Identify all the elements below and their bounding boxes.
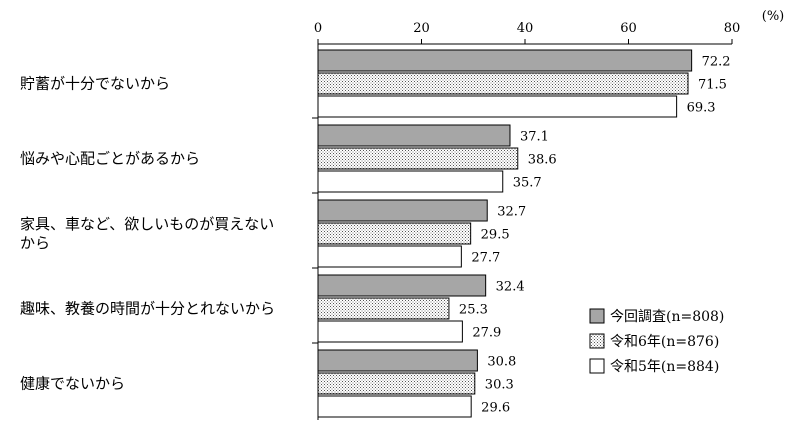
x-tick-label: 60 bbox=[620, 21, 637, 36]
x-tick-label: 0 bbox=[314, 21, 322, 36]
data-label: 29.5 bbox=[481, 228, 510, 243]
bar bbox=[317, 72, 689, 95]
bar bbox=[317, 320, 463, 343]
bar bbox=[317, 349, 478, 372]
data-label: 32.4 bbox=[496, 280, 525, 295]
legend-swatch bbox=[589, 333, 605, 349]
bar bbox=[317, 147, 519, 170]
bar bbox=[317, 170, 504, 193]
legend-swatch bbox=[589, 308, 605, 324]
data-label: 30.3 bbox=[485, 378, 514, 393]
category-label: 健康でないから bbox=[20, 375, 125, 393]
data-label: 38.6 bbox=[528, 153, 557, 168]
data-label: 30.8 bbox=[487, 355, 516, 370]
data-label: 71.5 bbox=[698, 78, 727, 93]
category-label: 趣味、教養の時間が十分とれないから bbox=[20, 300, 275, 318]
x-tick-label: 40 bbox=[517, 21, 534, 36]
data-label: 69.3 bbox=[687, 101, 716, 116]
bar bbox=[317, 199, 488, 222]
bar bbox=[317, 124, 511, 147]
bar bbox=[317, 49, 693, 72]
data-label: 27.7 bbox=[471, 251, 500, 266]
unit-label: (%) bbox=[762, 9, 785, 24]
legend-swatch bbox=[589, 358, 605, 374]
data-label: 37.1 bbox=[520, 130, 549, 145]
bar bbox=[317, 95, 678, 118]
legend-label: 令和5年(n=884) bbox=[610, 359, 719, 375]
legend-label: 令和6年(n=876) bbox=[610, 334, 719, 350]
category-label: 家具、車など、欲しいものが買えない bbox=[20, 215, 274, 233]
bar bbox=[317, 372, 476, 395]
bar bbox=[317, 222, 472, 245]
bar bbox=[317, 297, 450, 320]
x-tick-label: 80 bbox=[724, 21, 741, 36]
bar bbox=[317, 245, 462, 268]
data-label: 25.3 bbox=[459, 303, 488, 318]
bar bbox=[317, 395, 472, 418]
data-label: 35.7 bbox=[513, 176, 542, 191]
bar bbox=[317, 274, 487, 297]
category-label: 悩みや心配ごとがあるから bbox=[20, 150, 200, 168]
data-label: 29.6 bbox=[481, 401, 510, 416]
category-label: 貯蓄が十分でないから bbox=[20, 75, 170, 93]
x-tick-label: 20 bbox=[413, 21, 430, 36]
data-label: 32.7 bbox=[497, 205, 526, 220]
data-label: 72.2 bbox=[702, 55, 731, 70]
category-label: から bbox=[20, 234, 50, 252]
legend-label: 今回調査(n=808) bbox=[610, 309, 724, 325]
data-label: 27.9 bbox=[472, 326, 501, 341]
